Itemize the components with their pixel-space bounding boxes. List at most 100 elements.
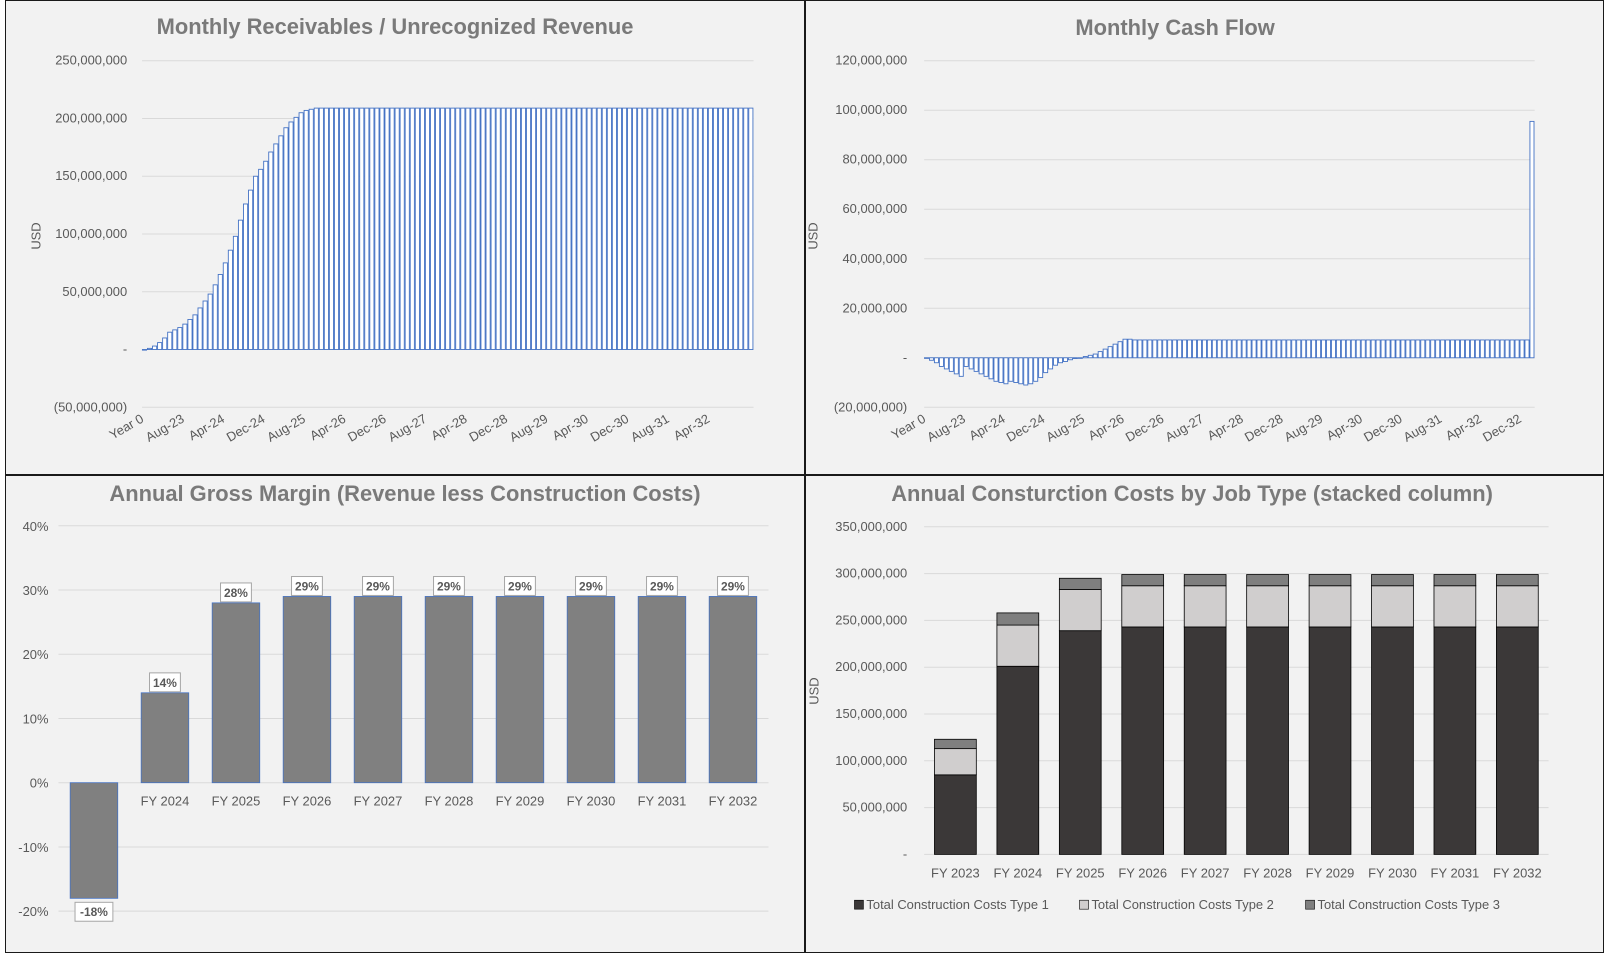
bar (983, 357, 989, 377)
bar (157, 342, 163, 350)
data-label: 29% (366, 579, 390, 593)
y-tick-label: -20% (18, 904, 49, 919)
costs-by-type-chart-panel: Annual Consturction Costs by Job Type (s… (805, 475, 1604, 953)
x-tick-label: Aug-31 (628, 411, 672, 445)
bar-segment (1308, 626, 1352, 855)
bar (1440, 339, 1446, 359)
y-tick-label: 100,000,000 (55, 226, 127, 241)
bar (1033, 357, 1039, 382)
bar (1330, 339, 1336, 359)
x-tick-label: FY 2025 (1056, 865, 1105, 880)
gross-margin-chart-title: Annual Gross Margin (Revenue less Constr… (109, 481, 700, 506)
data-label-box (220, 582, 252, 603)
bar (1529, 120, 1535, 359)
bar (399, 107, 405, 350)
bar (1445, 339, 1451, 359)
bar (1469, 339, 1475, 359)
y-tick-label: 100,000,000 (835, 753, 907, 768)
x-tick-label: FY 2024 (141, 794, 190, 809)
bar (445, 107, 451, 350)
y-tick-label: 300,000,000 (835, 566, 907, 581)
bar (1072, 357, 1078, 359)
bar (140, 692, 190, 784)
data-label: -18% (80, 905, 108, 919)
bar (419, 107, 425, 350)
y-tick-label: 150,000,000 (55, 168, 127, 183)
bar (988, 357, 994, 380)
data-label-box (149, 672, 181, 693)
bar (1514, 339, 1520, 359)
bar (409, 107, 415, 350)
bar (1509, 339, 1515, 359)
bar (1524, 339, 1530, 359)
bar (1276, 339, 1282, 359)
bar (1097, 351, 1103, 359)
y-tick-label: 120,000,000 (835, 53, 907, 68)
bar (1484, 339, 1490, 359)
bar (1182, 339, 1188, 359)
bar (1122, 338, 1128, 359)
bar (167, 331, 173, 350)
bar (1464, 339, 1470, 359)
bar (1345, 339, 1351, 359)
bar (702, 107, 708, 350)
bar (1231, 339, 1237, 359)
data-label-box (291, 576, 323, 596)
x-tick-label: Dec-28 (466, 411, 510, 445)
bar (1499, 339, 1505, 359)
y-tick-label: 20% (23, 647, 49, 662)
bar (1474, 339, 1480, 359)
bar-segment (1183, 585, 1227, 628)
bar (1058, 357, 1063, 364)
y-tick-label: 40,000,000 (842, 251, 907, 266)
bar (1087, 354, 1093, 359)
gross-margin-chart: Annual Gross Margin (Revenue less Constr… (18, 481, 769, 922)
bar (743, 107, 749, 350)
receivables-chart-title: Monthly Receivables / Unrecognized Reven… (157, 14, 634, 39)
bar (642, 107, 648, 350)
bar (429, 107, 436, 350)
bar (1340, 339, 1346, 359)
bar (1127, 338, 1133, 359)
bar (1028, 357, 1034, 385)
bar (1360, 339, 1366, 359)
bar (202, 300, 208, 350)
bar (308, 108, 314, 350)
y-tick-label: 50,000,000 (842, 800, 907, 815)
bar (551, 107, 557, 350)
bar (1241, 339, 1247, 359)
bar (948, 357, 954, 372)
bar (197, 307, 203, 350)
bar (263, 160, 269, 350)
bar (1092, 353, 1098, 359)
bar (147, 347, 153, 350)
bar (723, 107, 729, 350)
bar (1281, 339, 1287, 359)
bar-segment (1058, 589, 1102, 632)
bar (924, 357, 929, 359)
bar (141, 349, 148, 351)
bar (1504, 339, 1510, 359)
bar (1321, 339, 1327, 359)
bar (708, 596, 758, 784)
bar (1192, 339, 1197, 359)
bar (182, 323, 188, 350)
bar (566, 596, 616, 784)
x-tick-label: FY 2027 (1181, 865, 1230, 880)
bar (1196, 339, 1202, 359)
data-label-box (575, 576, 607, 596)
x-tick-label: Dec-32 (1480, 411, 1524, 445)
bar (369, 107, 375, 350)
bar (424, 107, 430, 350)
bar (212, 284, 218, 350)
legend-swatch (1079, 899, 1089, 910)
y-tick-label: 200,000,000 (55, 110, 127, 125)
bar (1430, 339, 1436, 359)
bar (662, 107, 668, 350)
bar (637, 596, 687, 784)
bar (349, 107, 355, 350)
bar (1023, 357, 1029, 386)
bar (1172, 339, 1178, 359)
x-tick-label: FY 2029 (1306, 865, 1355, 880)
bar (333, 107, 340, 350)
